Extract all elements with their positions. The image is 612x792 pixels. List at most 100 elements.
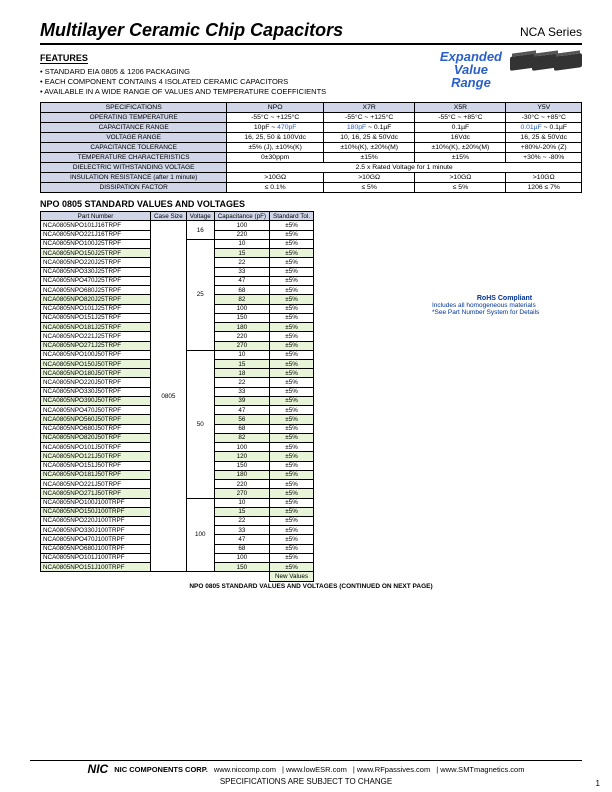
capacitance-cell: 33 [214,526,269,535]
corp-name: NIC COMPONENTS CORP. [114,765,208,774]
rohs-box: RoHS Compliant Includes all homogeneous … [432,295,577,316]
capacitance-cell: 82 [214,433,269,442]
spec-cell: ≤ 5% [324,183,415,193]
new-values-legend: New Values [270,572,314,581]
capacitance-cell: 15 [214,249,269,258]
capacitance-cell: 33 [214,387,269,396]
series-label: NCA Series [520,25,582,39]
capacitance-cell: 270 [214,489,269,498]
spec-cell: 16, 25 & 50Vdc [506,133,582,143]
capacitance-cell: 18 [214,369,269,378]
spec-row-label: INSULATION RESISTANCE (after 1 minute) [41,173,227,183]
tolerance-cell: ±5% [270,295,314,304]
spec-cell: 0.1µF [415,123,506,133]
tolerance-cell: ±5% [270,535,314,544]
spec-cell: >10GΩ [506,173,582,183]
tolerance-cell: ±5% [270,258,314,267]
tolerance-cell: ±5% [270,387,314,396]
spec-cell: 0.01µF ~ 0.1µF [506,123,582,133]
part-number-cell: NCA0805NPO180J50TRPF [41,369,151,378]
spec-row-label: OPERATING TEMPERATURE [41,113,227,123]
spec-cell: +30% ~ -80% [506,153,582,163]
expanded-badge: Expanded Value Range [440,50,502,89]
capacitance-cell: 47 [214,535,269,544]
table-row: NCA0805NPO101J16TRPF080516100±5% [41,221,314,230]
part-number-cell: NCA0805NPO680J100TRPF [41,544,151,553]
spec-row-label: VOLTAGE RANGE [41,133,227,143]
tolerance-cell: ±5% [270,480,314,489]
part-number-cell: NCA0805NPO150J50TRPF [41,360,151,369]
tolerance-cell: ±5% [270,553,314,562]
part-number-cell: NCA0805NPO470J100TRPF [41,535,151,544]
part-number-cell: NCA0805NPO330J50TRPF [41,387,151,396]
capacitance-cell: 100 [214,221,269,230]
tolerance-cell: ±5% [270,424,314,433]
tolerance-cell: ±5% [270,406,314,415]
tolerance-cell: ±5% [270,313,314,322]
capacitance-cell: 10 [214,239,269,248]
footer-link[interactable]: | www.RFpassives.com [353,765,430,774]
page-number: 1 [596,779,600,788]
capacitance-cell: 22 [214,258,269,267]
part-number-cell: NCA0805NPO101J16TRPF [41,221,151,230]
tolerance-cell: ±5% [270,239,314,248]
main-title: Multilayer Ceramic Chip Capacitors [40,20,343,41]
spec-cell: ±15% [415,153,506,163]
case-size-cell: 0805 [151,221,187,572]
footer-link[interactable]: | www.SMTmagnetics.com [436,765,524,774]
tolerance-cell: ±5% [270,360,314,369]
tolerance-cell: ±5% [270,332,314,341]
capacitance-cell: 180 [214,470,269,479]
footer: NICNIC COMPONENTS CORP.www.niccomp.com| … [30,760,582,786]
part-number-cell: NCA0805NPO330J25TRPF [41,267,151,276]
spec-header: SPECIFICATIONS [41,103,227,113]
part-number-cell: NCA0805NPO820J50TRPF [41,433,151,442]
spec-cell: +80%/-20% (Z) [506,143,582,153]
features-heading: FEATURES [40,53,88,64]
values-header: Case Size [151,212,187,221]
tolerance-cell: ±5% [270,470,314,479]
spec-header: X7R [324,103,415,113]
spec-cell: ≤ 5% [415,183,506,193]
tolerance-cell: ±5% [270,489,314,498]
tolerance-cell: ±5% [270,286,314,295]
continued-note: NPO 0805 STANDARD VALUES AND VOLTAGES (C… [40,583,582,590]
part-number-cell: NCA0805NPO151J25TRPF [41,313,151,322]
spec-cell: -55°C ~ +125°C [227,113,324,123]
part-number-cell: NCA0805NPO680J50TRPF [41,424,151,433]
part-number-cell: NCA0805NPO220J50TRPF [41,378,151,387]
spec-cell: 10, 16, 25 & 50Vdc [324,133,415,143]
values-table: Part NumberCase SizeVoltageCapacitance (… [40,211,314,581]
capacitance-cell: 15 [214,507,269,516]
tolerance-cell: ±5% [270,276,314,285]
footer-links: NICNIC COMPONENTS CORP.www.niccomp.com| … [30,762,582,776]
capacitance-cell: 39 [214,396,269,405]
spec-cell: >10GΩ [415,173,506,183]
spec-row-label: CAPACITANCE TOLERANCE [41,143,227,153]
spec-header: NPO [227,103,324,113]
spec-cell: 16, 25, 50 & 100Vdc [227,133,324,143]
footer-link[interactable]: www.niccomp.com [214,765,276,774]
tolerance-cell: ±5% [270,516,314,525]
capacitance-cell: 47 [214,276,269,285]
voltage-cell: 16 [186,221,214,239]
part-number-cell: NCA0805NPO470J25TRPF [41,276,151,285]
spec-cell: >10GΩ [324,173,415,183]
voltage-cell: 25 [186,239,214,350]
capacitance-cell: 150 [214,461,269,470]
spec-cell: ±15% [324,153,415,163]
tolerance-cell: ±5% [270,221,314,230]
capacitance-cell: 68 [214,286,269,295]
spec-cell: -55°C ~ +125°C [324,113,415,123]
header: Multilayer Ceramic Chip Capacitors NCA S… [40,20,582,45]
spec-cell: 16Vdc [415,133,506,143]
capacitance-cell: 100 [214,304,269,313]
capacitance-cell: 10 [214,498,269,507]
capacitance-cell: 270 [214,341,269,350]
spec-cell: ±10%(K), ±20%(M) [415,143,506,153]
capacitance-cell: 220 [214,230,269,239]
part-number-cell: NCA0805NPO221J16TRPF [41,230,151,239]
spec-cell: -55°C ~ +85°C [415,113,506,123]
tolerance-cell: ±5% [270,443,314,452]
footer-link[interactable]: | www.lowESR.com [282,765,347,774]
